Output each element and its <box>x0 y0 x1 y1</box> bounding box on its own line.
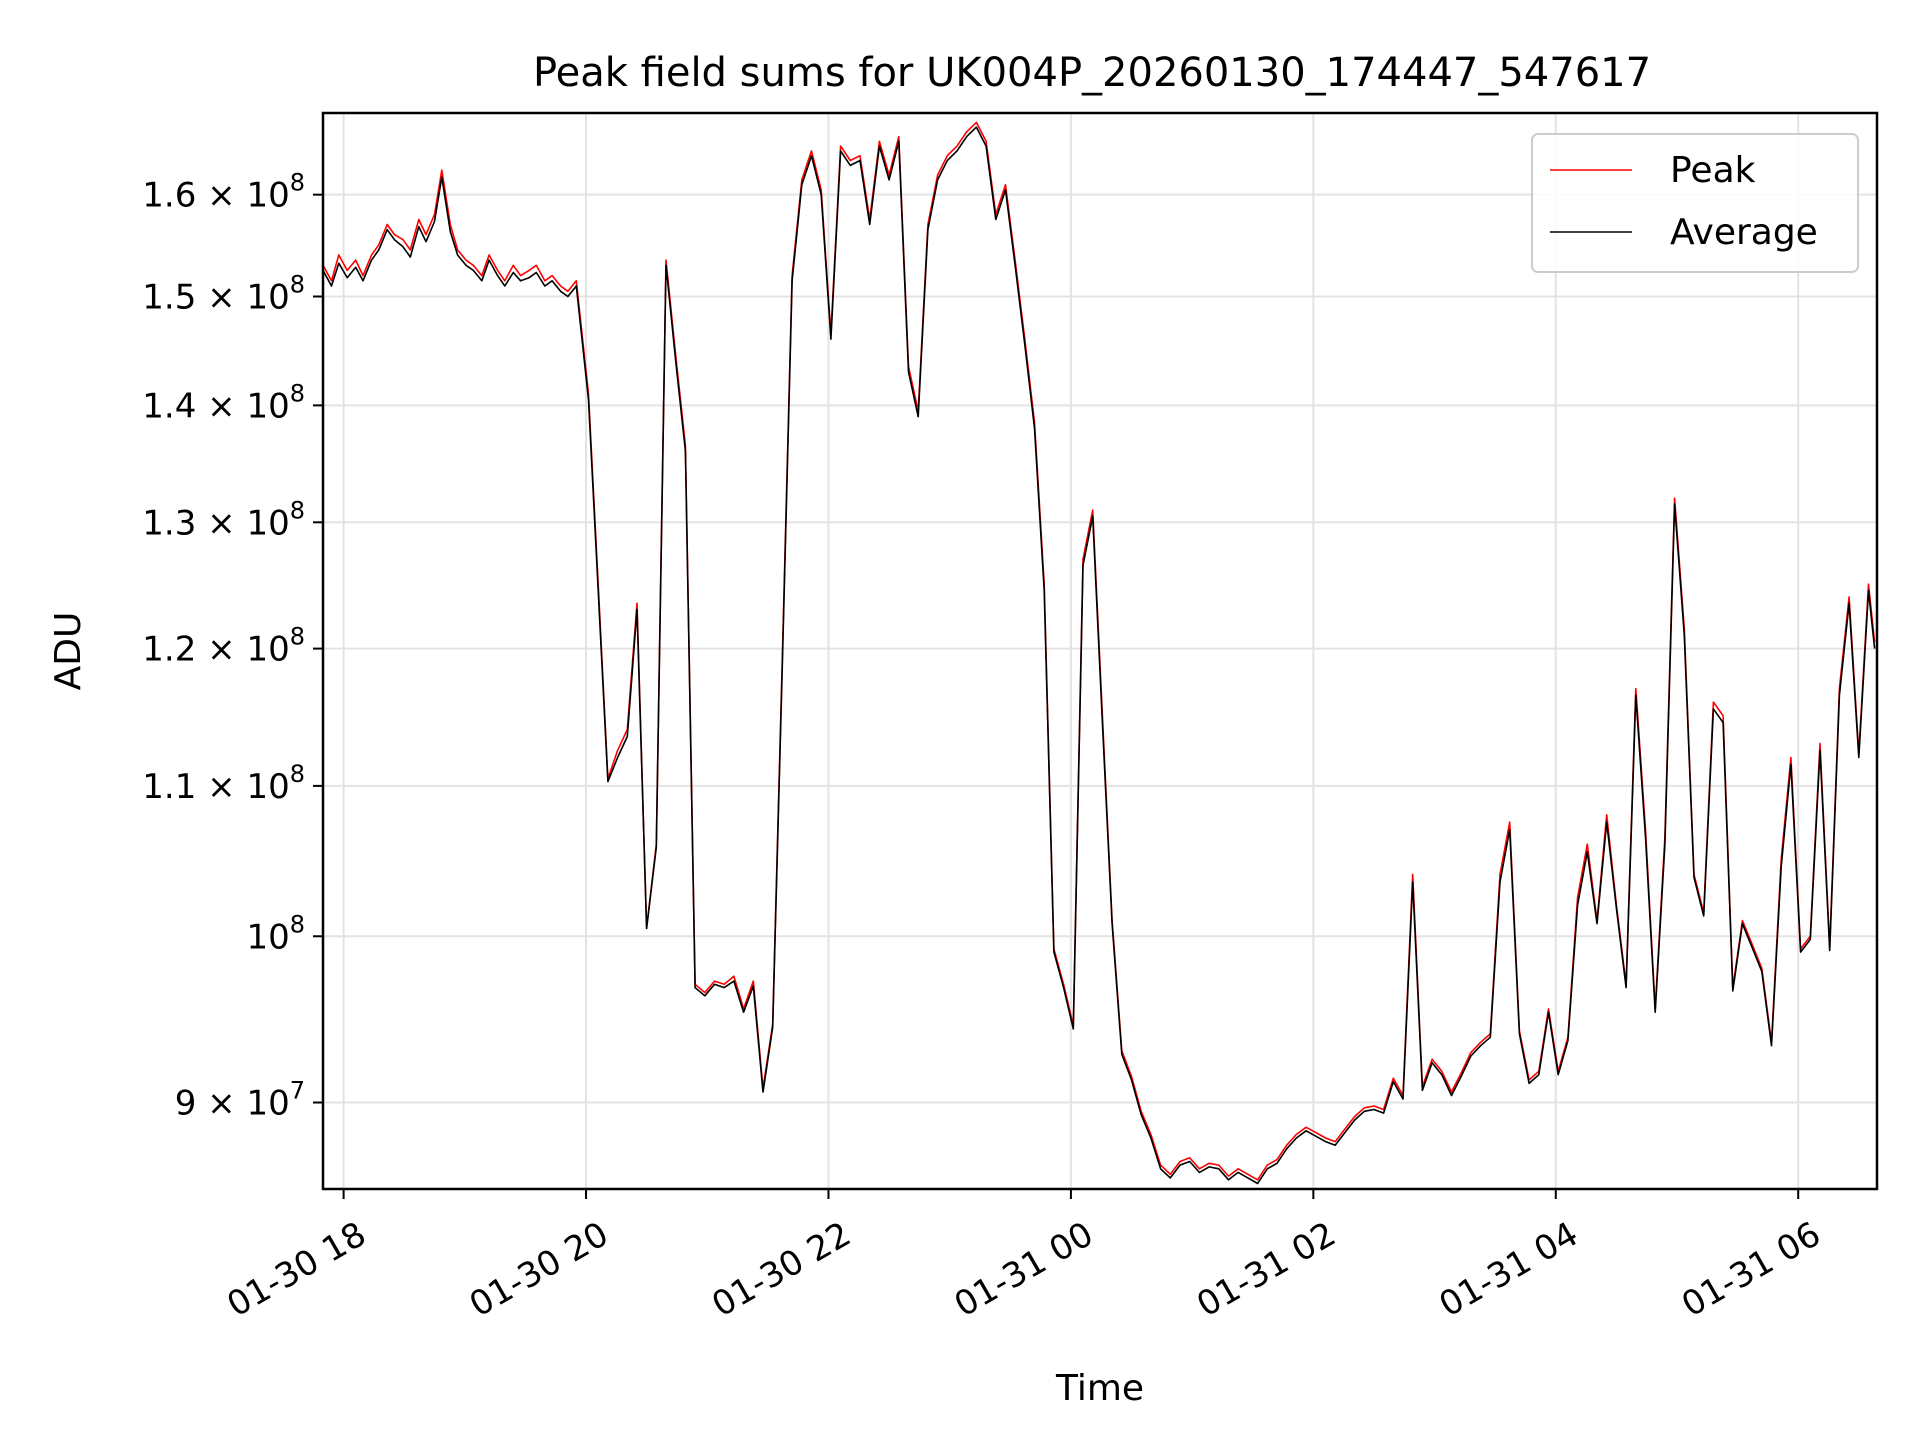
legend-frame <box>1531 133 1859 273</box>
legend-label-average: Average <box>1670 212 1818 253</box>
x-tick-label: 01-31 04 <box>1433 1214 1585 1325</box>
x-tick-label: 01-31 06 <box>1675 1214 1827 1325</box>
y-tick-label: 1.1 × 108 <box>142 760 305 807</box>
y-tick-label: 1.4 × 108 <box>142 379 305 426</box>
gridlines <box>323 113 1877 1189</box>
y-tick-label: 1.2 × 108 <box>142 623 305 670</box>
y-tick-label: 1.3 × 108 <box>142 496 305 543</box>
x-tick-label: 01-31 02 <box>1190 1214 1342 1325</box>
x-tick-label: 01-30 20 <box>463 1214 615 1325</box>
legend: Peak Average <box>1531 133 1859 273</box>
y-axis: 9 × 107 108 1.1 × 108 1.2 × 108 1.3 × 108 1.4… <box>142 169 323 1124</box>
plot-lines <box>323 121 1876 1185</box>
x-tick-label: 01-30 18 <box>220 1214 372 1325</box>
y-tick-label: 9 × 107 <box>175 1077 305 1124</box>
x-tick-label: 01-31 00 <box>948 1214 1100 1325</box>
y-tick-label: 1.5 × 108 <box>142 271 305 318</box>
y-tick-label: 1.6 × 108 <box>142 169 305 216</box>
x-axis: 01-30 18 01-30 20 01-30 22 01-31 00 01-31 02… <box>220 1189 1827 1325</box>
x-axis-label: Time <box>1055 1368 1144 1409</box>
chart-title: Peak field sums for UK004P_20260130_1744… <box>533 50 1651 96</box>
y-tick-label: 108 <box>246 910 305 957</box>
plot-frame <box>321 111 1879 1191</box>
y-axis-label: ADU <box>48 612 89 691</box>
legend-label-peak: Peak <box>1670 150 1756 191</box>
series-line-average <box>323 126 1876 1185</box>
x-tick-label: 01-30 22 <box>705 1214 857 1325</box>
